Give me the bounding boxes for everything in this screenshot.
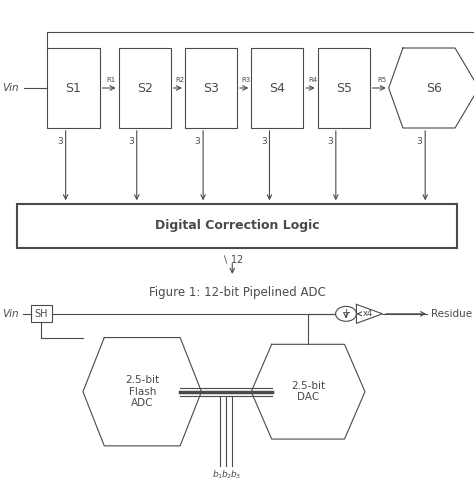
Text: Vin: Vin [2,83,19,93]
Text: 3: 3 [417,137,422,146]
Bar [318,48,370,128]
Text: S1: S1 [65,82,82,94]
Text: $\setminus$ 12: $\setminus$ 12 [221,254,244,266]
Text: S2: S2 [137,82,153,94]
Text: S4: S4 [269,82,285,94]
Text: S3: S3 [203,82,219,94]
Text: SH: SH [35,309,48,319]
Text: $b_3$: $b_3$ [230,469,241,482]
Text: 3: 3 [327,137,333,146]
Bar [17,204,457,248]
Bar [118,48,171,128]
Text: $b_2$: $b_2$ [221,469,232,482]
Polygon shape [251,344,365,439]
Text: R2: R2 [175,77,185,83]
Text: 3: 3 [128,137,134,146]
Text: Residue: Residue [431,309,473,319]
Text: 2.5-bit
Flash
ADC: 2.5-bit Flash ADC [125,375,159,408]
Text: S6: S6 [426,82,442,94]
Text: 2.5-bit
DAC: 2.5-bit DAC [291,381,325,402]
Text: R5: R5 [377,77,386,83]
Polygon shape [83,338,201,446]
Bar [185,48,237,128]
Text: 3: 3 [195,137,201,146]
Text: +: + [341,308,351,318]
Text: x4: x4 [362,310,373,318]
Circle shape [336,306,356,322]
Text: Digital Correction Logic: Digital Correction Logic [155,220,319,232]
Text: 3: 3 [261,137,267,146]
Bar [251,48,303,128]
Text: R3: R3 [242,77,251,83]
Text: Figure 1: 12-bit Pipelined ADC: Figure 1: 12-bit Pipelined ADC [148,286,326,299]
Text: R1: R1 [107,77,116,83]
Bar [47,48,100,128]
Text: Vin: Vin [2,309,19,319]
Text: 3: 3 [57,137,63,146]
Text: R4: R4 [308,77,318,83]
Polygon shape [356,304,383,324]
Text: $b_1$: $b_1$ [212,469,223,482]
Text: S5: S5 [336,82,352,94]
Bar [31,306,52,322]
